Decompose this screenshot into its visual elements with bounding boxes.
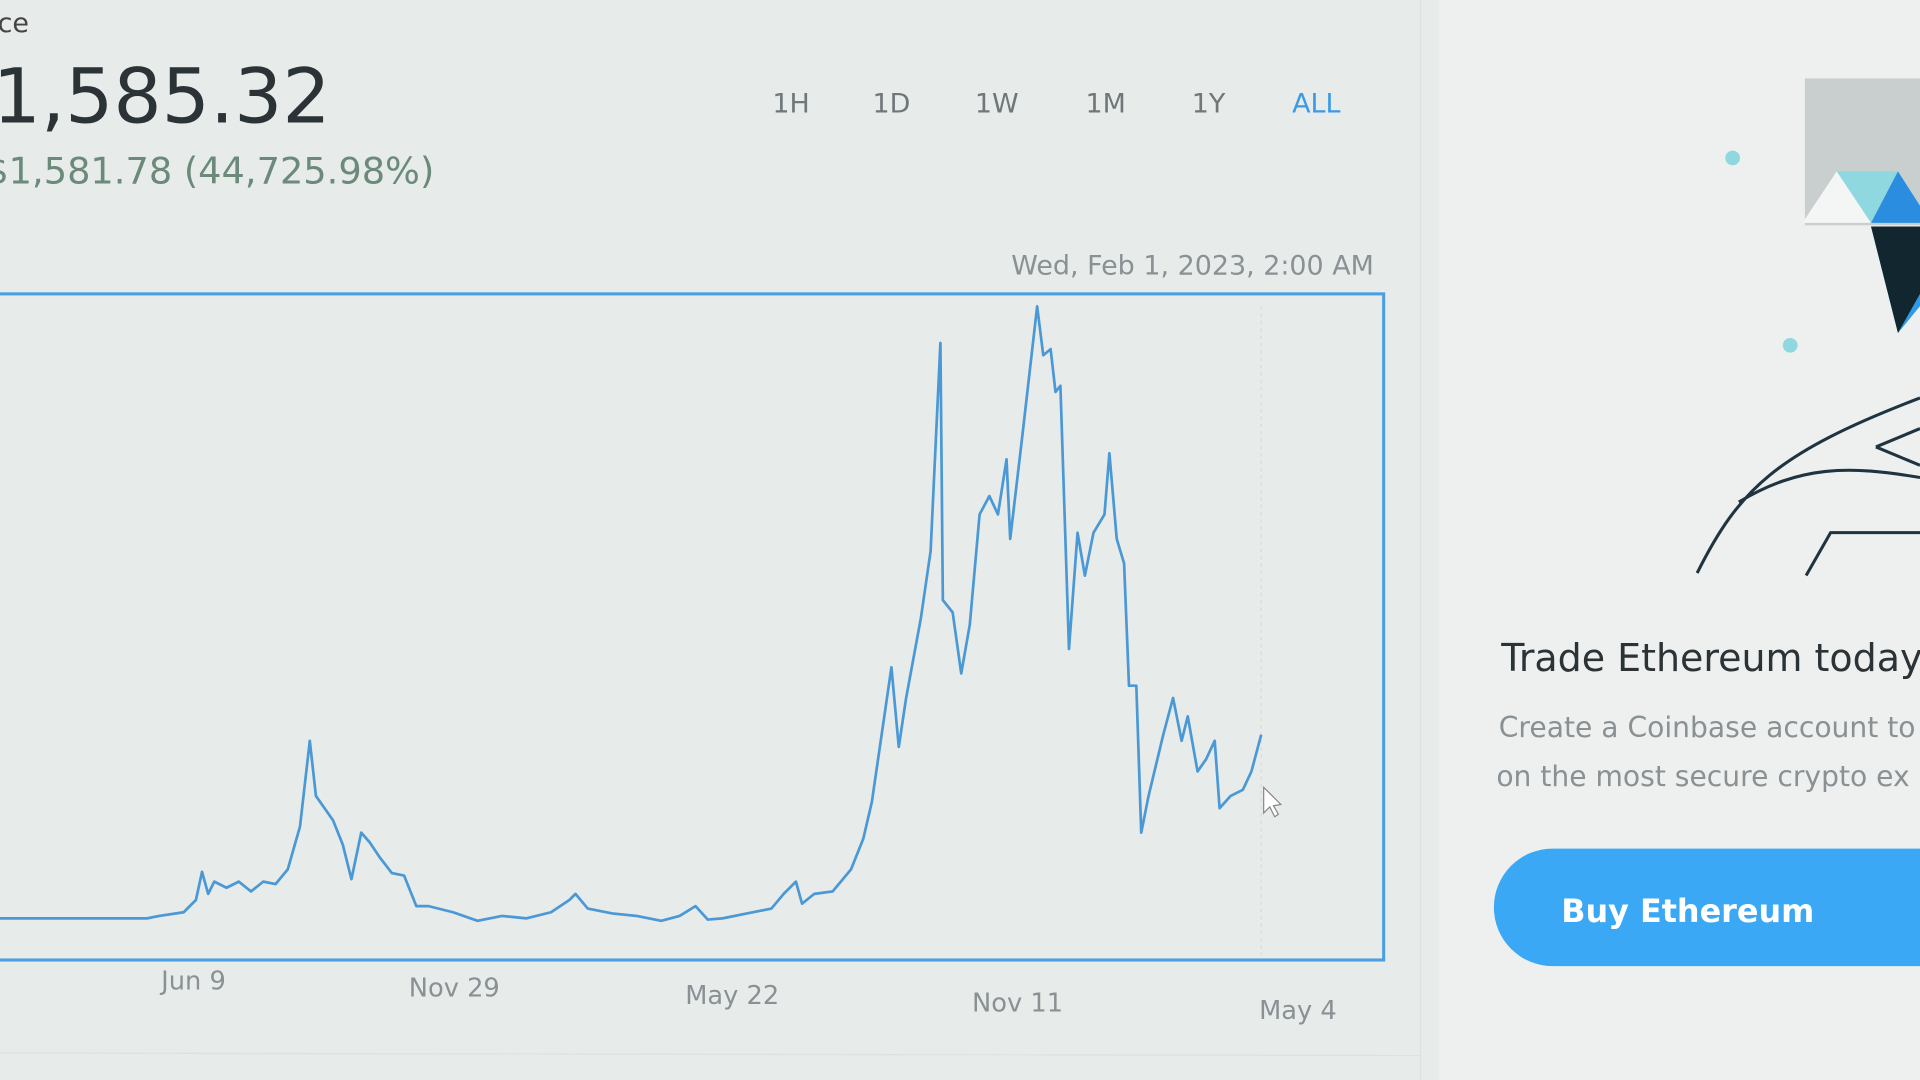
promo-title: Trade Ethereum today bbox=[1500, 636, 1920, 680]
buy-button[interactable]: Buy Ethereum bbox=[1493, 848, 1920, 967]
chart-frame bbox=[0, 292, 1386, 962]
range-button[interactable]: 1H bbox=[772, 89, 809, 120]
x-tick-label: Nov 11 bbox=[972, 988, 1063, 1018]
promo-text: on the most secure crypto ex bbox=[1496, 760, 1909, 793]
hover-date: Wed, Feb 1, 2023, 2:00 AM bbox=[1011, 250, 1374, 281]
range-button[interactable]: ALL bbox=[1292, 89, 1340, 120]
buy-button-label[interactable]: Buy Ethereum bbox=[1561, 892, 1814, 930]
range-button[interactable]: 1Y bbox=[1192, 89, 1226, 120]
x-tick-label: Nov 29 bbox=[409, 974, 500, 1004]
x-tick-label: May 4 bbox=[1259, 996, 1337, 1026]
price-change: $1,581.78 (44,725.98%) bbox=[0, 150, 434, 193]
x-tick-label: May 22 bbox=[685, 981, 779, 1011]
price-label: ce bbox=[0, 8, 29, 39]
price: 1,585.32 bbox=[0, 52, 331, 140]
cursor bbox=[1263, 785, 1283, 818]
illustration bbox=[1695, 78, 1920, 577]
divider bbox=[0, 1052, 1421, 1057]
x-tick-label: Jun 9 bbox=[159, 966, 226, 996]
range-button[interactable]: 1D bbox=[872, 89, 910, 120]
buy-button-bg[interactable] bbox=[1493, 848, 1920, 967]
range-button[interactable]: 1M bbox=[1086, 89, 1126, 120]
range-button[interactable]: 1W bbox=[975, 89, 1019, 120]
price-line bbox=[0, 305, 1263, 923]
promo-text: Create a Coinbase account to bbox=[1499, 711, 1916, 744]
